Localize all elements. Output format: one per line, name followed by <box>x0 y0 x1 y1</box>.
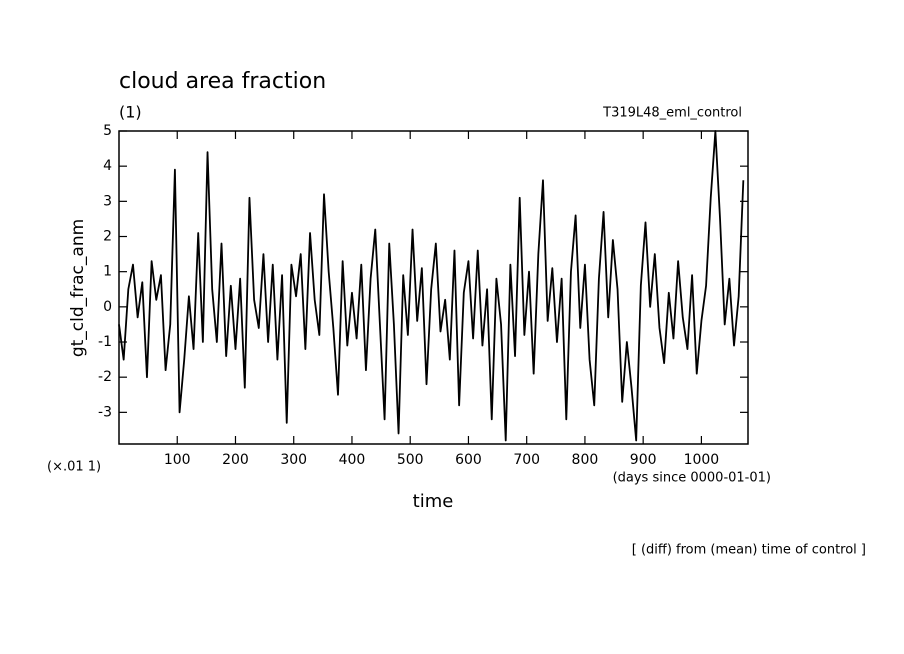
y-tick-label: 5 <box>103 123 112 139</box>
x-tick-label: 600 <box>455 452 482 468</box>
x-tick-label: 300 <box>280 452 307 468</box>
y-tick-label: 4 <box>103 158 112 174</box>
y-axis-label: gt_cld_frac_anm <box>68 219 88 357</box>
data-line <box>118 130 745 442</box>
chart-title: cloud area fraction <box>119 69 326 94</box>
footnote: [ (diff) from (mean) time of control ] <box>632 543 866 558</box>
y-unit: (×.01 1) <box>47 460 101 475</box>
plot-frame <box>118 130 749 445</box>
y-tick-label: 2 <box>103 229 112 245</box>
annotation: T319L48_eml_control <box>602 106 742 121</box>
x-unit: (days since 0000-01-01) <box>613 471 771 486</box>
y-tick-label: -1 <box>98 334 112 350</box>
x-axis-label: time <box>413 491 454 512</box>
y-tick-label: 3 <box>103 193 112 209</box>
x-tick-label: 800 <box>572 452 599 468</box>
x-tick-label: 400 <box>339 452 366 468</box>
x-tick-label: 500 <box>397 452 424 468</box>
x-tick-label: 900 <box>630 452 657 468</box>
subtitle: (1) <box>119 103 142 122</box>
y-tick-label: -3 <box>98 404 112 420</box>
y-tick-label: 0 <box>103 299 112 315</box>
x-tick-label: 200 <box>222 452 249 468</box>
x-tick-label: 100 <box>164 452 191 468</box>
y-tick-label: -2 <box>98 369 112 385</box>
x-tick-label: 1000 <box>684 452 720 468</box>
x-tick-label: 700 <box>513 452 540 468</box>
y-tick-label: 1 <box>103 264 112 280</box>
